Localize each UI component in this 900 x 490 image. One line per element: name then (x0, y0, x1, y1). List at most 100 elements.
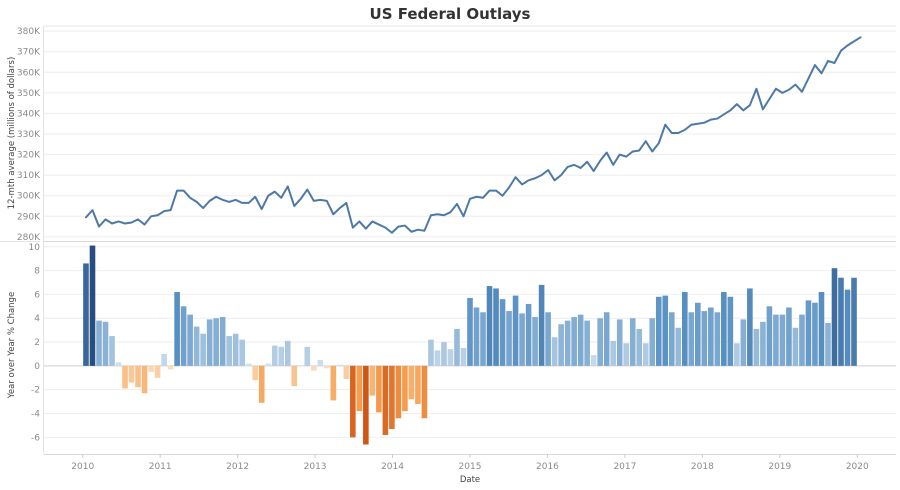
bar (187, 314, 193, 366)
bar (734, 343, 740, 366)
bar (818, 292, 825, 366)
bar (363, 365, 369, 445)
panel-frames (0, 25, 896, 455)
top-y-tick-label: 280K (17, 233, 41, 243)
bar (538, 284, 545, 366)
outlays-line (84, 36, 862, 234)
bar (258, 365, 265, 403)
bar (792, 327, 799, 366)
x-tick-label: 2019 (768, 462, 791, 472)
bar (506, 311, 512, 366)
bottom-y-tick-label: 4 (34, 314, 40, 324)
bar (512, 295, 519, 366)
bar (83, 263, 89, 366)
bar (590, 355, 597, 366)
bar (805, 300, 812, 366)
bar (551, 337, 558, 366)
chart-title: US Federal Outlays (370, 5, 531, 23)
x-tick-label: 2016 (536, 462, 559, 472)
bar (415, 365, 421, 404)
bar (629, 318, 636, 366)
bar (324, 365, 330, 369)
bar (206, 319, 213, 366)
bar (128, 365, 135, 383)
bar (558, 324, 564, 366)
bar (675, 327, 682, 366)
bar (343, 365, 350, 379)
top-y-tick-label: 320K (17, 151, 41, 161)
bar (219, 317, 226, 366)
bar (577, 314, 584, 366)
bar (180, 306, 187, 366)
bar (271, 345, 278, 366)
bottom-y-tick-label: -2 (31, 386, 40, 396)
bar (460, 348, 467, 366)
bar (480, 312, 486, 366)
top-y-tick-label: 330K (17, 130, 41, 140)
bar (760, 321, 766, 366)
bar (597, 318, 603, 366)
bar (402, 365, 408, 412)
bar (96, 320, 102, 366)
bar (525, 303, 532, 366)
bottom-y-tick-label: 0 (34, 362, 40, 372)
bar (148, 365, 154, 372)
bar (681, 292, 688, 366)
bar (310, 365, 317, 371)
bar (779, 314, 786, 366)
bar (688, 312, 695, 366)
bar (382, 365, 389, 435)
bar (428, 339, 434, 366)
bar (330, 365, 337, 401)
bar (395, 365, 402, 419)
bar (337, 364, 343, 366)
x-tick-label: 2012 (226, 462, 249, 472)
bar (102, 321, 109, 366)
x-tick-label: 2020 (846, 462, 869, 472)
top-y-tick-label: 340K (17, 109, 41, 119)
bottom-panel-y-axis-title: Year over Year % Change (7, 292, 17, 399)
bottom-y-tick-label: 8 (34, 267, 40, 277)
bar (434, 350, 441, 366)
bar (297, 365, 304, 367)
bar (317, 359, 324, 366)
bar (532, 317, 538, 366)
bar (603, 312, 610, 366)
bar (441, 342, 447, 366)
bar (115, 362, 122, 366)
bar (838, 277, 844, 366)
bar (447, 349, 454, 366)
bar (642, 343, 649, 366)
top-panel-line-layer (84, 36, 862, 234)
bar (467, 297, 473, 366)
top-panel-y-axis: 280K 290K 300K 310K 320K 330K 340K 350K 360K 370K… (17, 27, 41, 243)
bar (636, 328, 643, 366)
bar (662, 295, 669, 366)
bar (545, 312, 551, 366)
bar (714, 312, 721, 366)
bar (668, 312, 675, 366)
bar (812, 302, 818, 366)
x-tick-label: 2017 (613, 462, 636, 472)
x-tick-label: 2014 (381, 462, 404, 472)
bottom-panel-y-axis: -6 -4 -2 0 2 4 6 8 10 (29, 243, 41, 444)
bar (493, 288, 499, 366)
bar (616, 319, 623, 366)
bar (408, 365, 415, 400)
bar (389, 365, 395, 429)
bar (786, 307, 792, 366)
bar (245, 363, 252, 366)
top-y-tick-label: 360K (17, 68, 41, 78)
top-y-tick-label: 350K (17, 89, 41, 99)
bar (265, 363, 272, 366)
bar (564, 320, 571, 366)
bar (161, 353, 167, 366)
bar (350, 365, 356, 438)
bar (623, 343, 630, 366)
bar (649, 318, 656, 366)
bar (773, 314, 779, 366)
bar (141, 365, 148, 394)
bar (135, 365, 141, 388)
